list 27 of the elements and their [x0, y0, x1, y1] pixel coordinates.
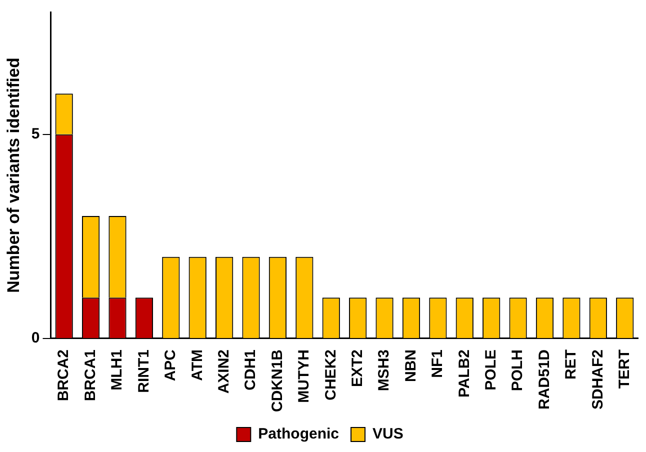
x-tick-label: NBN — [402, 349, 420, 382]
x-tick-label: TERT — [616, 349, 634, 389]
x-tick-label: CHEK2 — [322, 349, 340, 400]
x-tick-label: NF1 — [429, 349, 446, 378]
y-tick-label: 5 — [31, 126, 40, 143]
x-tick-label: RET — [562, 349, 580, 380]
x-tick-label: MUTYH — [296, 349, 313, 403]
x-tick-label: AXIN2 — [215, 349, 232, 394]
x-tick-label: APC — [162, 349, 180, 382]
x-tick-label: POLH — [509, 349, 526, 392]
x-tick-label: MLH1 — [108, 349, 126, 390]
x-tick-label: CDKN1B — [268, 349, 286, 412]
x-tick-label: CDH1 — [242, 349, 260, 390]
legend-label: Pathogenic — [258, 426, 340, 443]
x-tick-label: PALB2 — [456, 349, 473, 398]
legend-label: VUS — [372, 426, 404, 443]
x-tick-label: SDHAF2 — [589, 349, 606, 410]
x-tick-label: POLE — [482, 349, 500, 390]
y-tick-label: 0 — [31, 330, 40, 347]
x-tick-label: RAD51D — [536, 349, 553, 410]
y-axis-title: Number of variants identified — [4, 58, 23, 293]
x-tick-label: BRCA1 — [82, 349, 99, 402]
x-tick-label: EXT2 — [348, 349, 366, 388]
x-tick-label: MSH3 — [376, 349, 393, 392]
x-tick-label: ATM — [188, 349, 206, 381]
x-tick-label: BRCA2 — [55, 349, 72, 402]
x-tick-label: RINT1 — [135, 349, 152, 393]
